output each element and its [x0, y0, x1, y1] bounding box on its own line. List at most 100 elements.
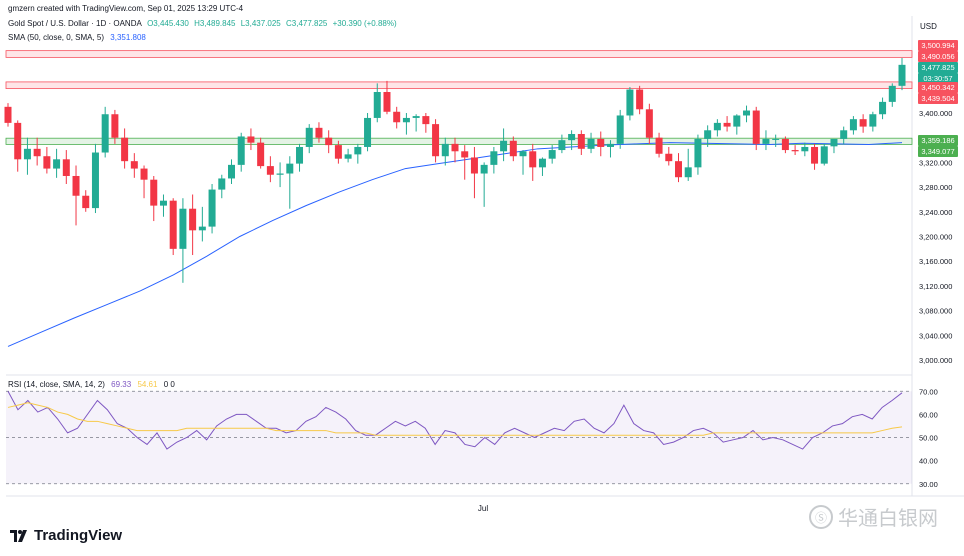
candle-body[interactable]	[781, 138, 789, 151]
candle-body[interactable]	[82, 195, 90, 209]
candle-body[interactable]	[130, 161, 138, 169]
candle-body[interactable]	[772, 138, 780, 140]
candle-body[interactable]	[811, 146, 819, 164]
symbol-name[interactable]: Gold Spot / U.S. Dollar · 1D · OANDA	[8, 19, 142, 28]
candle-body[interactable]	[422, 116, 430, 125]
candle-body[interactable]	[373, 92, 381, 118]
candle-body[interactable]	[43, 156, 51, 169]
candle-body[interactable]	[529, 151, 537, 168]
candle-body[interactable]	[4, 106, 12, 123]
candle-body[interactable]	[14, 122, 22, 160]
candle-body[interactable]	[470, 157, 478, 174]
candle-body[interactable]	[879, 101, 887, 115]
candle-body[interactable]	[655, 137, 663, 154]
candle-body[interactable]	[519, 151, 527, 157]
zone-support[interactable]	[5, 137, 913, 145]
candle-body[interactable]	[432, 124, 440, 157]
candle-body[interactable]	[713, 122, 721, 131]
candle-body[interactable]	[587, 138, 595, 149]
candle-body[interactable]	[237, 136, 245, 165]
candle-body[interactable]	[451, 143, 459, 152]
candle-body[interactable]	[121, 137, 129, 162]
candle-body[interactable]	[393, 111, 401, 123]
candle-body[interactable]	[859, 119, 867, 127]
candle-body[interactable]	[72, 175, 80, 196]
candle-body[interactable]	[869, 114, 877, 127]
candle-body[interactable]	[159, 200, 167, 206]
candle-body[interactable]	[606, 143, 614, 147]
candle-body[interactable]	[597, 138, 605, 147]
candle-body[interactable]	[383, 92, 391, 112]
candle-body[interactable]	[752, 110, 760, 144]
currency-label[interactable]: USD	[920, 22, 937, 31]
candle-body[interactable]	[344, 154, 352, 159]
candle-body[interactable]	[169, 200, 177, 249]
zone-resistance-upper[interactable]	[5, 50, 913, 58]
candle-body[interactable]	[33, 148, 41, 157]
candle-body[interactable]	[830, 138, 838, 147]
candle-body[interactable]	[645, 109, 653, 138]
candle-body[interactable]	[364, 117, 372, 147]
candle-body[interactable]	[820, 146, 828, 164]
candle-body[interactable]	[276, 173, 284, 175]
candle-body[interactable]	[480, 164, 488, 174]
candle-body[interactable]	[101, 114, 109, 153]
candle-body[interactable]	[743, 110, 751, 116]
candle-body[interactable]	[675, 161, 682, 178]
candle-body[interactable]	[150, 179, 158, 206]
candle-body[interactable]	[577, 133, 585, 149]
candle-body[interactable]	[704, 130, 712, 139]
candle-body[interactable]	[840, 130, 848, 139]
candle-body[interactable]	[898, 64, 906, 86]
candle-body[interactable]	[325, 137, 333, 146]
candle-body[interactable]	[888, 85, 896, 102]
candle-body[interactable]	[500, 140, 508, 152]
candle-body[interactable]	[305, 127, 313, 147]
candle-body[interactable]	[228, 164, 235, 179]
candle-body[interactable]	[111, 114, 119, 138]
candle-body[interactable]	[626, 89, 634, 116]
candle-body[interactable]	[286, 163, 294, 174]
candle-body[interactable]	[461, 151, 469, 158]
candle-body[interactable]	[315, 127, 323, 138]
candle-body[interactable]	[247, 136, 255, 143]
candle-body[interactable]	[198, 226, 206, 231]
rsi-legend[interactable]: RSI (14, close, SMA, 14, 2) 69.33 54.61 …	[8, 380, 175, 389]
candle-body[interactable]	[62, 159, 70, 176]
candle-body[interactable]	[91, 152, 99, 209]
candle-body[interactable]	[849, 119, 857, 131]
candle-body[interactable]	[723, 122, 731, 127]
candle-body[interactable]	[296, 146, 304, 164]
candle-body[interactable]	[509, 140, 517, 157]
candle-body[interactable]	[490, 151, 498, 165]
candle-body[interactable]	[616, 115, 624, 144]
candle-body[interactable]	[23, 148, 31, 160]
sma-legend[interactable]: SMA (50, close, 0, SMA, 5) 3,351.808	[8, 33, 146, 42]
candle-body[interactable]	[568, 133, 576, 141]
candle-body[interactable]	[140, 168, 148, 180]
candle-body[interactable]	[558, 140, 566, 151]
candle-body[interactable]	[791, 150, 799, 152]
candle-body[interactable]	[53, 159, 61, 169]
zone-resistance-lower[interactable]	[5, 81, 913, 90]
candle-body[interactable]	[266, 166, 274, 175]
candle-body[interactable]	[189, 208, 197, 231]
candle-body[interactable]	[801, 146, 809, 152]
candle-body[interactable]	[684, 167, 692, 178]
candle-body[interactable]	[402, 117, 410, 123]
candle-body[interactable]	[733, 115, 741, 127]
candle-body[interactable]	[441, 143, 449, 157]
candle-body[interactable]	[636, 89, 644, 110]
candle-body[interactable]	[257, 142, 265, 167]
candle-body[interactable]	[179, 208, 187, 249]
candle-body[interactable]	[354, 146, 362, 155]
candle-body[interactable]	[208, 189, 216, 227]
candle-body[interactable]	[665, 153, 673, 162]
candle-body[interactable]	[334, 145, 342, 159]
candle-body[interactable]	[218, 178, 226, 190]
candle-body[interactable]	[694, 138, 702, 168]
candle-body[interactable]	[548, 150, 556, 159]
candle-body[interactable]	[762, 138, 770, 144]
candle-body[interactable]	[412, 116, 420, 118]
